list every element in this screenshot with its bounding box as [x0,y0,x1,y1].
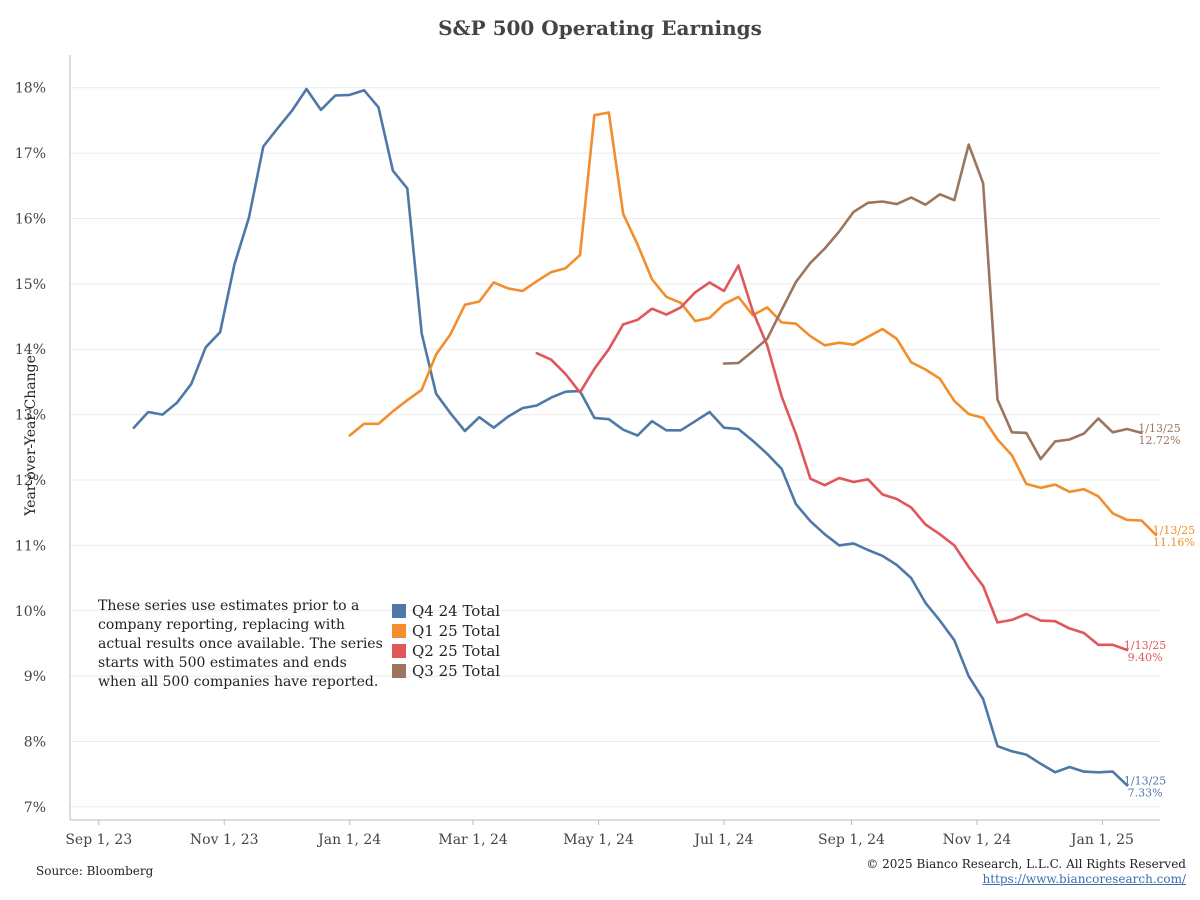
end-label-date: 1/13/25 [1138,422,1180,435]
y-tick-label: 8% [24,735,46,751]
y-tick-label: 17% [15,146,46,162]
x-tick-label: Jul 1, 24 [692,832,753,848]
y-tick-label: 7% [24,800,46,816]
legend-item: Q4 24 Total [392,601,500,621]
copyright-text: © 2025 Bianco Research, L.L.C. All Right… [866,857,1186,871]
x-tick-label: Nov 1, 24 [943,832,1012,848]
legend-swatch [392,644,406,658]
end-label-value: 11.16% [1153,536,1195,549]
website-link[interactable]: https://www.biancoresearch.com/ [982,872,1186,886]
chart-title: S&P 500 Operating Earnings [438,16,762,40]
y-tick-label: 13% [15,408,46,424]
x-tick-label: Jan 1, 25 [1069,832,1134,848]
y-axis-label: Year-over-Year Change [23,355,39,517]
grid-lines [70,87,1160,808]
chart-note: These series use estimates prior to a co… [98,598,383,690]
y-tick-label: 14% [15,342,46,358]
x-tick-label: Sep 1, 24 [818,832,885,848]
series-line-3 [535,264,1129,652]
legend-label: Q4 24 Total [412,602,501,620]
legend-item: Q1 25 Total [392,621,500,641]
y-tick-label: 16% [15,211,46,227]
legend-swatch [392,664,406,678]
end-label-date: 1/13/25 [1124,774,1166,787]
y-tick-label: 10% [15,604,46,620]
legend-label: Q2 25 Total [412,642,501,660]
y-tick-label: 9% [24,669,46,685]
end-label-value: 12.72% [1139,434,1181,447]
y-tick-label: 12% [15,473,46,489]
x-tick-label: Mar 1, 24 [438,832,508,848]
y-tick-label: 11% [15,538,46,554]
legend-item: Q3 25 Total [392,661,500,681]
series-line-2 [348,111,1158,537]
legend-label: Q1 25 Total [412,622,501,640]
x-tick-label: Jan 1, 24 [316,832,381,848]
end-labels: 1/13/257.33%1/13/2511.16%1/13/259.40%1/1… [1124,422,1195,799]
end-label-value: 9.40% [1128,651,1163,664]
y-tick-label: 18% [15,81,46,97]
legend-item: Q2 25 Total [392,641,500,661]
x-tick-label: Nov 1, 23 [190,832,259,848]
legend-swatch [392,624,406,638]
end-label-value: 7.33% [1128,786,1163,799]
legend: Q4 24 Total Q1 25 Total Q2 25 Total Q3 25 T… [392,601,500,681]
x-tick-label: Sep 1, 23 [65,832,132,848]
legend-label: Q3 25 Total [412,662,501,680]
series-line-1 [132,87,1129,787]
source-text: Source: Bloomberg [36,864,154,878]
series-line-4 [722,143,1143,461]
end-label-date: 1/13/25 [1153,524,1195,537]
axes: 7% 8% 9% 10% 11% 12% 13% 14% 15% 16% 17% 18% Sep 1, … [15,55,1160,848]
end-label-date: 1/13/25 [1124,639,1166,652]
x-tick-label: May 1, 24 [563,832,634,848]
legend-swatch [392,604,406,618]
series-lines [132,87,1158,787]
y-tick-label: 15% [15,277,46,293]
